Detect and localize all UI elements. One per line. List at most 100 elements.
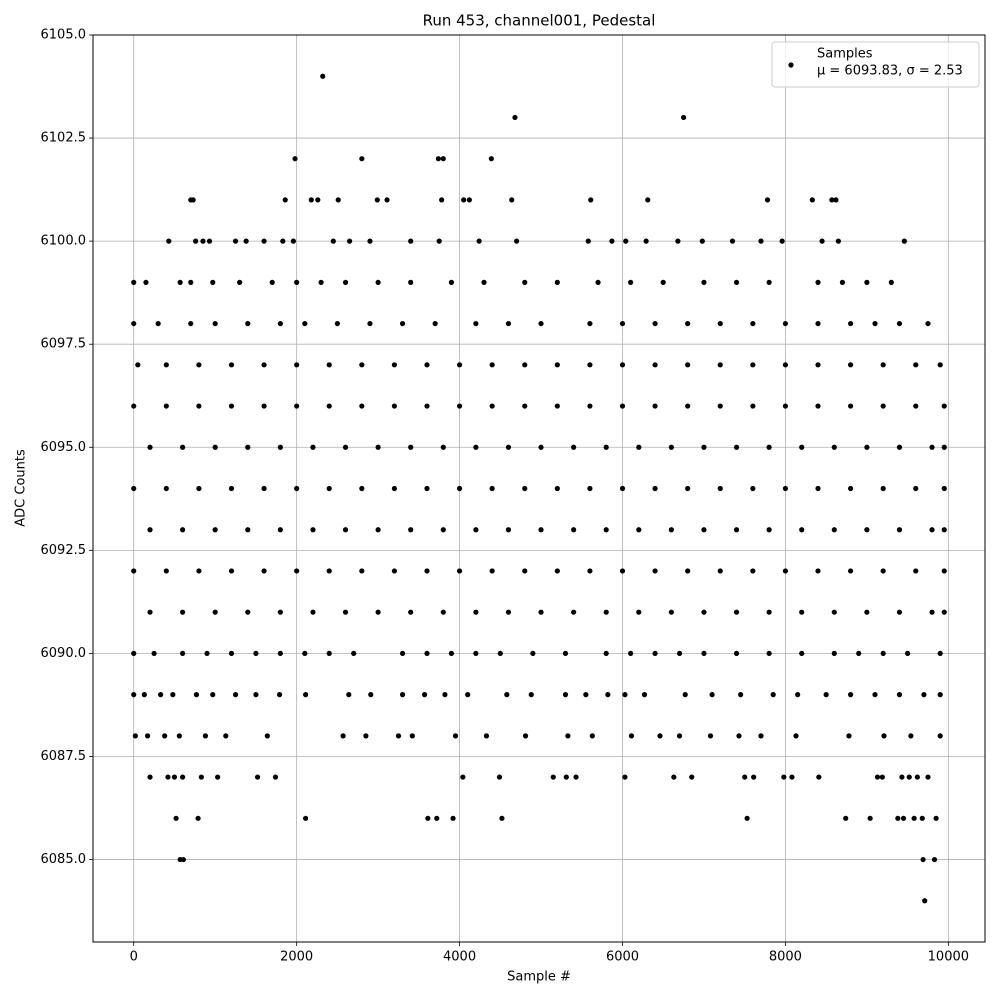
data-point <box>628 650 634 657</box>
data-point <box>641 692 648 698</box>
x-tick-label: 4000 <box>443 950 476 965</box>
data-point <box>147 527 153 533</box>
data-point <box>652 403 658 409</box>
data-point <box>750 403 756 409</box>
data-point <box>872 692 878 698</box>
data-point <box>143 279 149 285</box>
data-point <box>733 650 740 657</box>
data-point <box>913 485 919 492</box>
data-point <box>245 444 251 450</box>
data-point <box>212 444 218 450</box>
data-point <box>277 609 283 615</box>
data-point <box>652 320 658 327</box>
data-point <box>253 650 259 657</box>
data-point <box>342 444 349 450</box>
data-point <box>937 692 943 698</box>
data-point <box>212 320 218 327</box>
data-point <box>571 444 577 450</box>
data-point <box>456 403 463 409</box>
data-point <box>603 444 609 450</box>
data-point <box>623 238 629 244</box>
y-tick-label: 6105.0 <box>41 28 87 43</box>
data-point <box>196 403 202 409</box>
data-point <box>505 320 512 327</box>
legend-marker <box>788 62 794 68</box>
data-point <box>489 568 495 574</box>
data-point <box>408 444 414 450</box>
data-point <box>375 279 381 285</box>
data-point <box>652 650 658 657</box>
data-point <box>473 650 479 657</box>
data-point <box>701 279 707 285</box>
data-point <box>522 279 528 285</box>
data-point <box>896 320 903 327</box>
data-point <box>409 733 415 739</box>
data-point <box>196 485 202 492</box>
data-point <box>563 774 569 780</box>
chart-title: Run 453, channel001, Pedestal <box>423 12 656 30</box>
data-point <box>733 444 740 450</box>
data-point <box>513 238 520 244</box>
y-tick-label: 6087.5 <box>41 749 87 764</box>
data-point <box>914 774 920 780</box>
data-point <box>729 238 736 244</box>
legend-box <box>771 41 980 88</box>
data-point <box>264 733 270 739</box>
data-point <box>374 197 380 203</box>
data-point <box>163 485 169 492</box>
data-point <box>554 485 560 492</box>
data-point <box>619 403 626 409</box>
data-point <box>636 444 642 450</box>
data-point <box>435 156 441 162</box>
data-point <box>922 898 928 904</box>
data-point <box>522 403 528 409</box>
data-point <box>671 774 677 780</box>
data-point <box>911 815 917 821</box>
data-point <box>351 650 357 657</box>
data-point <box>906 774 912 780</box>
data-point <box>829 197 835 203</box>
data-point <box>867 815 873 821</box>
data-point <box>277 527 283 533</box>
data-point <box>538 444 544 450</box>
data-point <box>941 609 947 615</box>
data-point <box>764 197 771 203</box>
data-point <box>180 650 186 657</box>
data-point <box>504 692 510 698</box>
data-point <box>391 403 398 409</box>
data-point <box>896 692 903 698</box>
data-point <box>294 362 300 368</box>
data-point <box>303 815 309 821</box>
data-point <box>436 238 442 244</box>
data-point <box>522 568 528 574</box>
data-point <box>864 609 870 615</box>
data-point <box>847 692 854 698</box>
data-point <box>326 485 332 492</box>
data-point <box>330 238 336 244</box>
data-point <box>668 444 674 450</box>
data-point <box>294 403 300 409</box>
data-point <box>473 320 479 327</box>
data-point <box>843 815 849 821</box>
data-point <box>315 197 321 203</box>
data-point <box>497 650 503 657</box>
data-point <box>141 692 147 698</box>
data-point <box>245 609 251 615</box>
data-point <box>908 733 914 739</box>
data-point <box>831 650 837 657</box>
data-point <box>408 527 414 533</box>
data-point <box>899 774 905 780</box>
data-point <box>847 320 854 327</box>
data-point <box>425 815 431 821</box>
data-point <box>680 114 687 121</box>
data-point <box>151 650 157 657</box>
data-point <box>782 403 789 409</box>
data-point <box>881 733 887 739</box>
data-point <box>750 568 756 574</box>
data-point <box>399 692 406 698</box>
data-point <box>766 444 772 450</box>
x-tick-label: 10000 <box>928 950 969 965</box>
data-point <box>913 568 919 574</box>
data-point <box>180 444 186 450</box>
data-point <box>717 568 723 574</box>
